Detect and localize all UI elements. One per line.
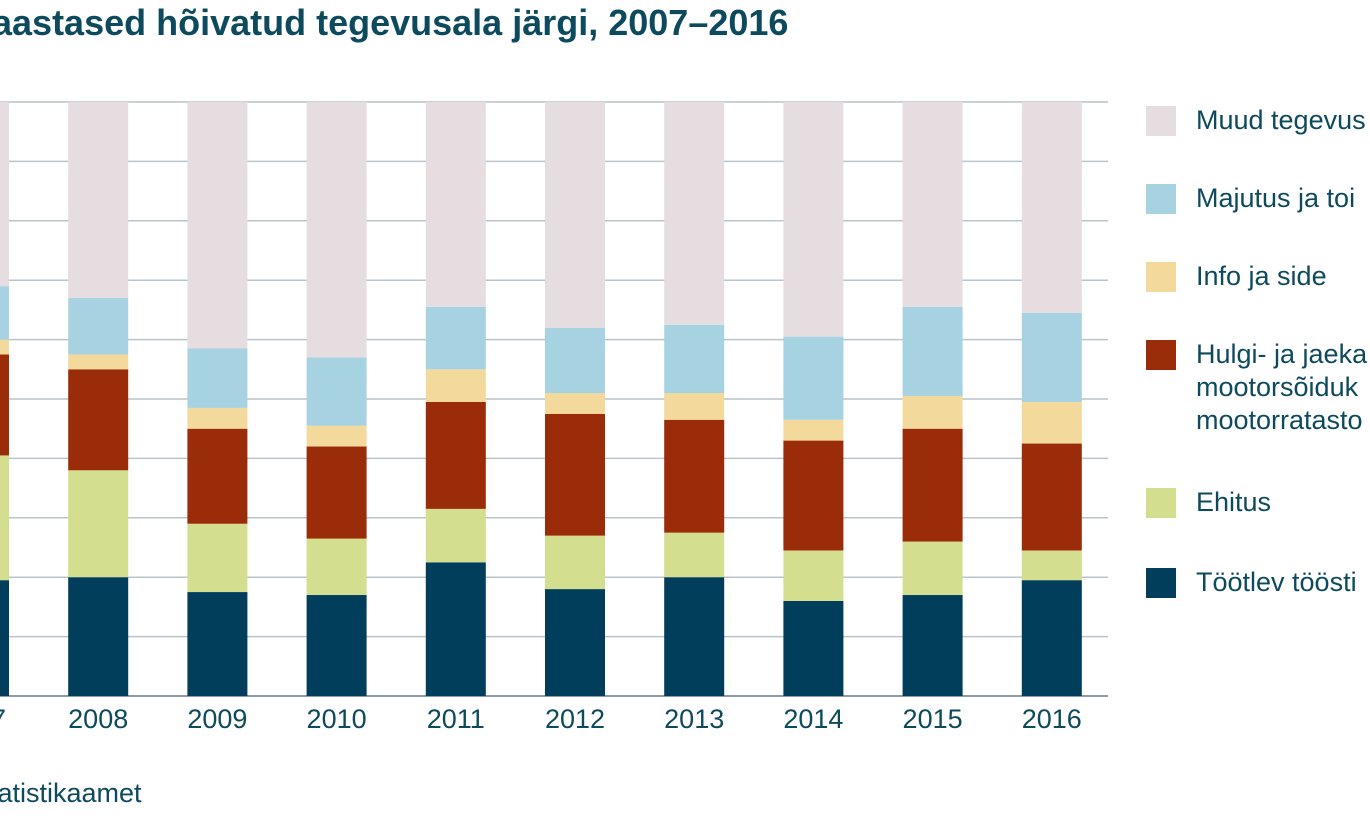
bar-segment-2013-5 — [664, 102, 725, 325]
bar-segment-2010-0 — [306, 595, 367, 696]
bar-segment-2010-1 — [306, 538, 367, 596]
chart-title: aastased hõivatud tegevusala järgi, 2007… — [0, 2, 789, 43]
legend-label: Töötlev töösti — [1196, 567, 1357, 597]
bar-segment-2015-0 — [902, 595, 963, 696]
bar-segment-2014-2 — [783, 440, 844, 551]
legend-item: Hulgi- ja jaeka mootorsõiduk mootorratas… — [1146, 338, 1370, 437]
bar-segment-2012-4 — [545, 327, 605, 394]
bar-segment-2010-2 — [306, 446, 367, 539]
bar-segment-2011-5 — [425, 102, 486, 307]
bar-segment-2010-3 — [306, 425, 367, 447]
bar-segment-7-5 — [0, 102, 9, 287]
bar-segment-2008-1 — [68, 470, 129, 578]
bar-segment-2010-4 — [306, 357, 367, 426]
x-axis: 7 2008 2009 2010 2011 2012 2013 2014 2015 2016 — [0, 704, 1082, 734]
bar-segment-2012-2 — [545, 413, 605, 536]
bar-segment-2015-2 — [902, 428, 963, 542]
bars — [0, 102, 1082, 696]
bar-segment-2009-4 — [187, 348, 248, 408]
bar-segment-2008-0 — [68, 577, 129, 696]
legend-label: Muud tegevus — [1196, 105, 1366, 135]
bar-segment-7-0 — [0, 580, 9, 696]
bar-segment-2014-3 — [783, 419, 844, 441]
bar-segment-2012-3 — [545, 393, 605, 414]
legend-swatch — [1146, 488, 1176, 518]
x-tick-label: 2013 — [664, 704, 724, 734]
bar-segment-7-2 — [0, 354, 9, 456]
stacked-bar-chart: 7 2008 2009 2010 2011 2012 2013 2014 2015 2016 — [0, 101, 1108, 734]
x-tick-label: 2015 — [903, 704, 963, 734]
bar-segment-2009-5 — [187, 102, 248, 349]
bar-segment-2016-3 — [1021, 401, 1082, 444]
bar-segment-2011-2 — [425, 401, 486, 509]
x-tick-label: 2010 — [307, 704, 367, 734]
bar-segment-2016-2 — [1021, 443, 1082, 551]
legend-swatch — [1146, 340, 1176, 370]
bar-segment-2014-0 — [783, 600, 844, 696]
x-tick-label: 2012 — [545, 704, 605, 734]
bar-segment-2016-1 — [1021, 550, 1082, 581]
bar-segment-2011-1 — [425, 508, 486, 563]
legend-item: Muud tegevus — [1146, 104, 1370, 137]
bar-segment-2013-0 — [664, 577, 725, 696]
bar-segment-2009-0 — [187, 592, 248, 696]
legend-swatch — [1146, 568, 1176, 598]
bar-segment-2015-5 — [902, 102, 963, 307]
bar-segment-2011-0 — [425, 562, 486, 696]
legend-label: Info ja side — [1196, 261, 1327, 291]
legend-swatch — [1146, 106, 1176, 136]
legend-item: Info ja side — [1146, 260, 1370, 293]
bar-segment-2008-4 — [68, 298, 129, 355]
legend: Muud tegevus Majutus ja toi Info ja side Hu… — [1146, 0, 1370, 640]
bar-segment-7-4 — [0, 286, 9, 340]
bar-segment-2015-3 — [902, 396, 963, 429]
x-tick-label: 7 — [0, 704, 6, 734]
x-tick-label: 2014 — [783, 704, 843, 734]
bar-segment-2014-5 — [783, 102, 844, 337]
bar-segment-2015-1 — [902, 541, 963, 596]
bar-segment-2016-4 — [1021, 312, 1082, 402]
bar-segment-2008-5 — [68, 102, 129, 299]
bar-segment-2015-4 — [902, 306, 963, 397]
bar-segment-2010-5 — [306, 102, 367, 358]
legend-swatch — [1146, 184, 1176, 214]
bar-segment-7-1 — [0, 455, 9, 581]
x-tick-label: 2016 — [1022, 704, 1082, 734]
bar-segment-2016-0 — [1021, 580, 1082, 696]
source-note: tatistikaamet — [0, 778, 142, 808]
bar-segment-2013-4 — [664, 324, 725, 394]
bar-segment-2012-1 — [545, 535, 605, 590]
bar-segment-2012-5 — [545, 102, 605, 328]
legend-item: Majutus ja toi — [1146, 182, 1370, 215]
bar-segment-2016-5 — [1021, 102, 1082, 313]
legend-label: Hulgi- ja jaeka mootorsõiduk mootorratas… — [1196, 339, 1368, 435]
legend-swatch — [1146, 262, 1176, 292]
bar-segment-2013-3 — [664, 393, 725, 420]
bar-segment-2014-1 — [783, 550, 844, 601]
legend-item: Ehitus — [1146, 486, 1370, 519]
bar-segment-2011-3 — [425, 369, 486, 402]
bar-segment-2009-1 — [187, 523, 248, 593]
x-tick-label: 2009 — [187, 704, 247, 734]
bar-segment-2013-1 — [664, 532, 725, 578]
bar-segment-2011-4 — [425, 306, 486, 370]
bar-segment-2008-3 — [68, 354, 129, 370]
bar-segment-2009-2 — [187, 428, 248, 524]
x-tick-label: 2011 — [427, 704, 485, 734]
legend-item: Töötlev töösti — [1146, 566, 1370, 599]
bar-segment-2009-3 — [187, 407, 248, 429]
legend-label: Majutus ja toi — [1196, 183, 1356, 213]
bar-segment-7-3 — [0, 339, 9, 355]
x-tick-label: 2008 — [68, 704, 128, 734]
bar-segment-2012-0 — [545, 589, 605, 696]
bar-segment-2013-2 — [664, 419, 725, 533]
bar-segment-2008-2 — [68, 369, 129, 471]
legend-label: Ehitus — [1196, 487, 1272, 517]
bar-segment-2014-4 — [783, 336, 844, 420]
